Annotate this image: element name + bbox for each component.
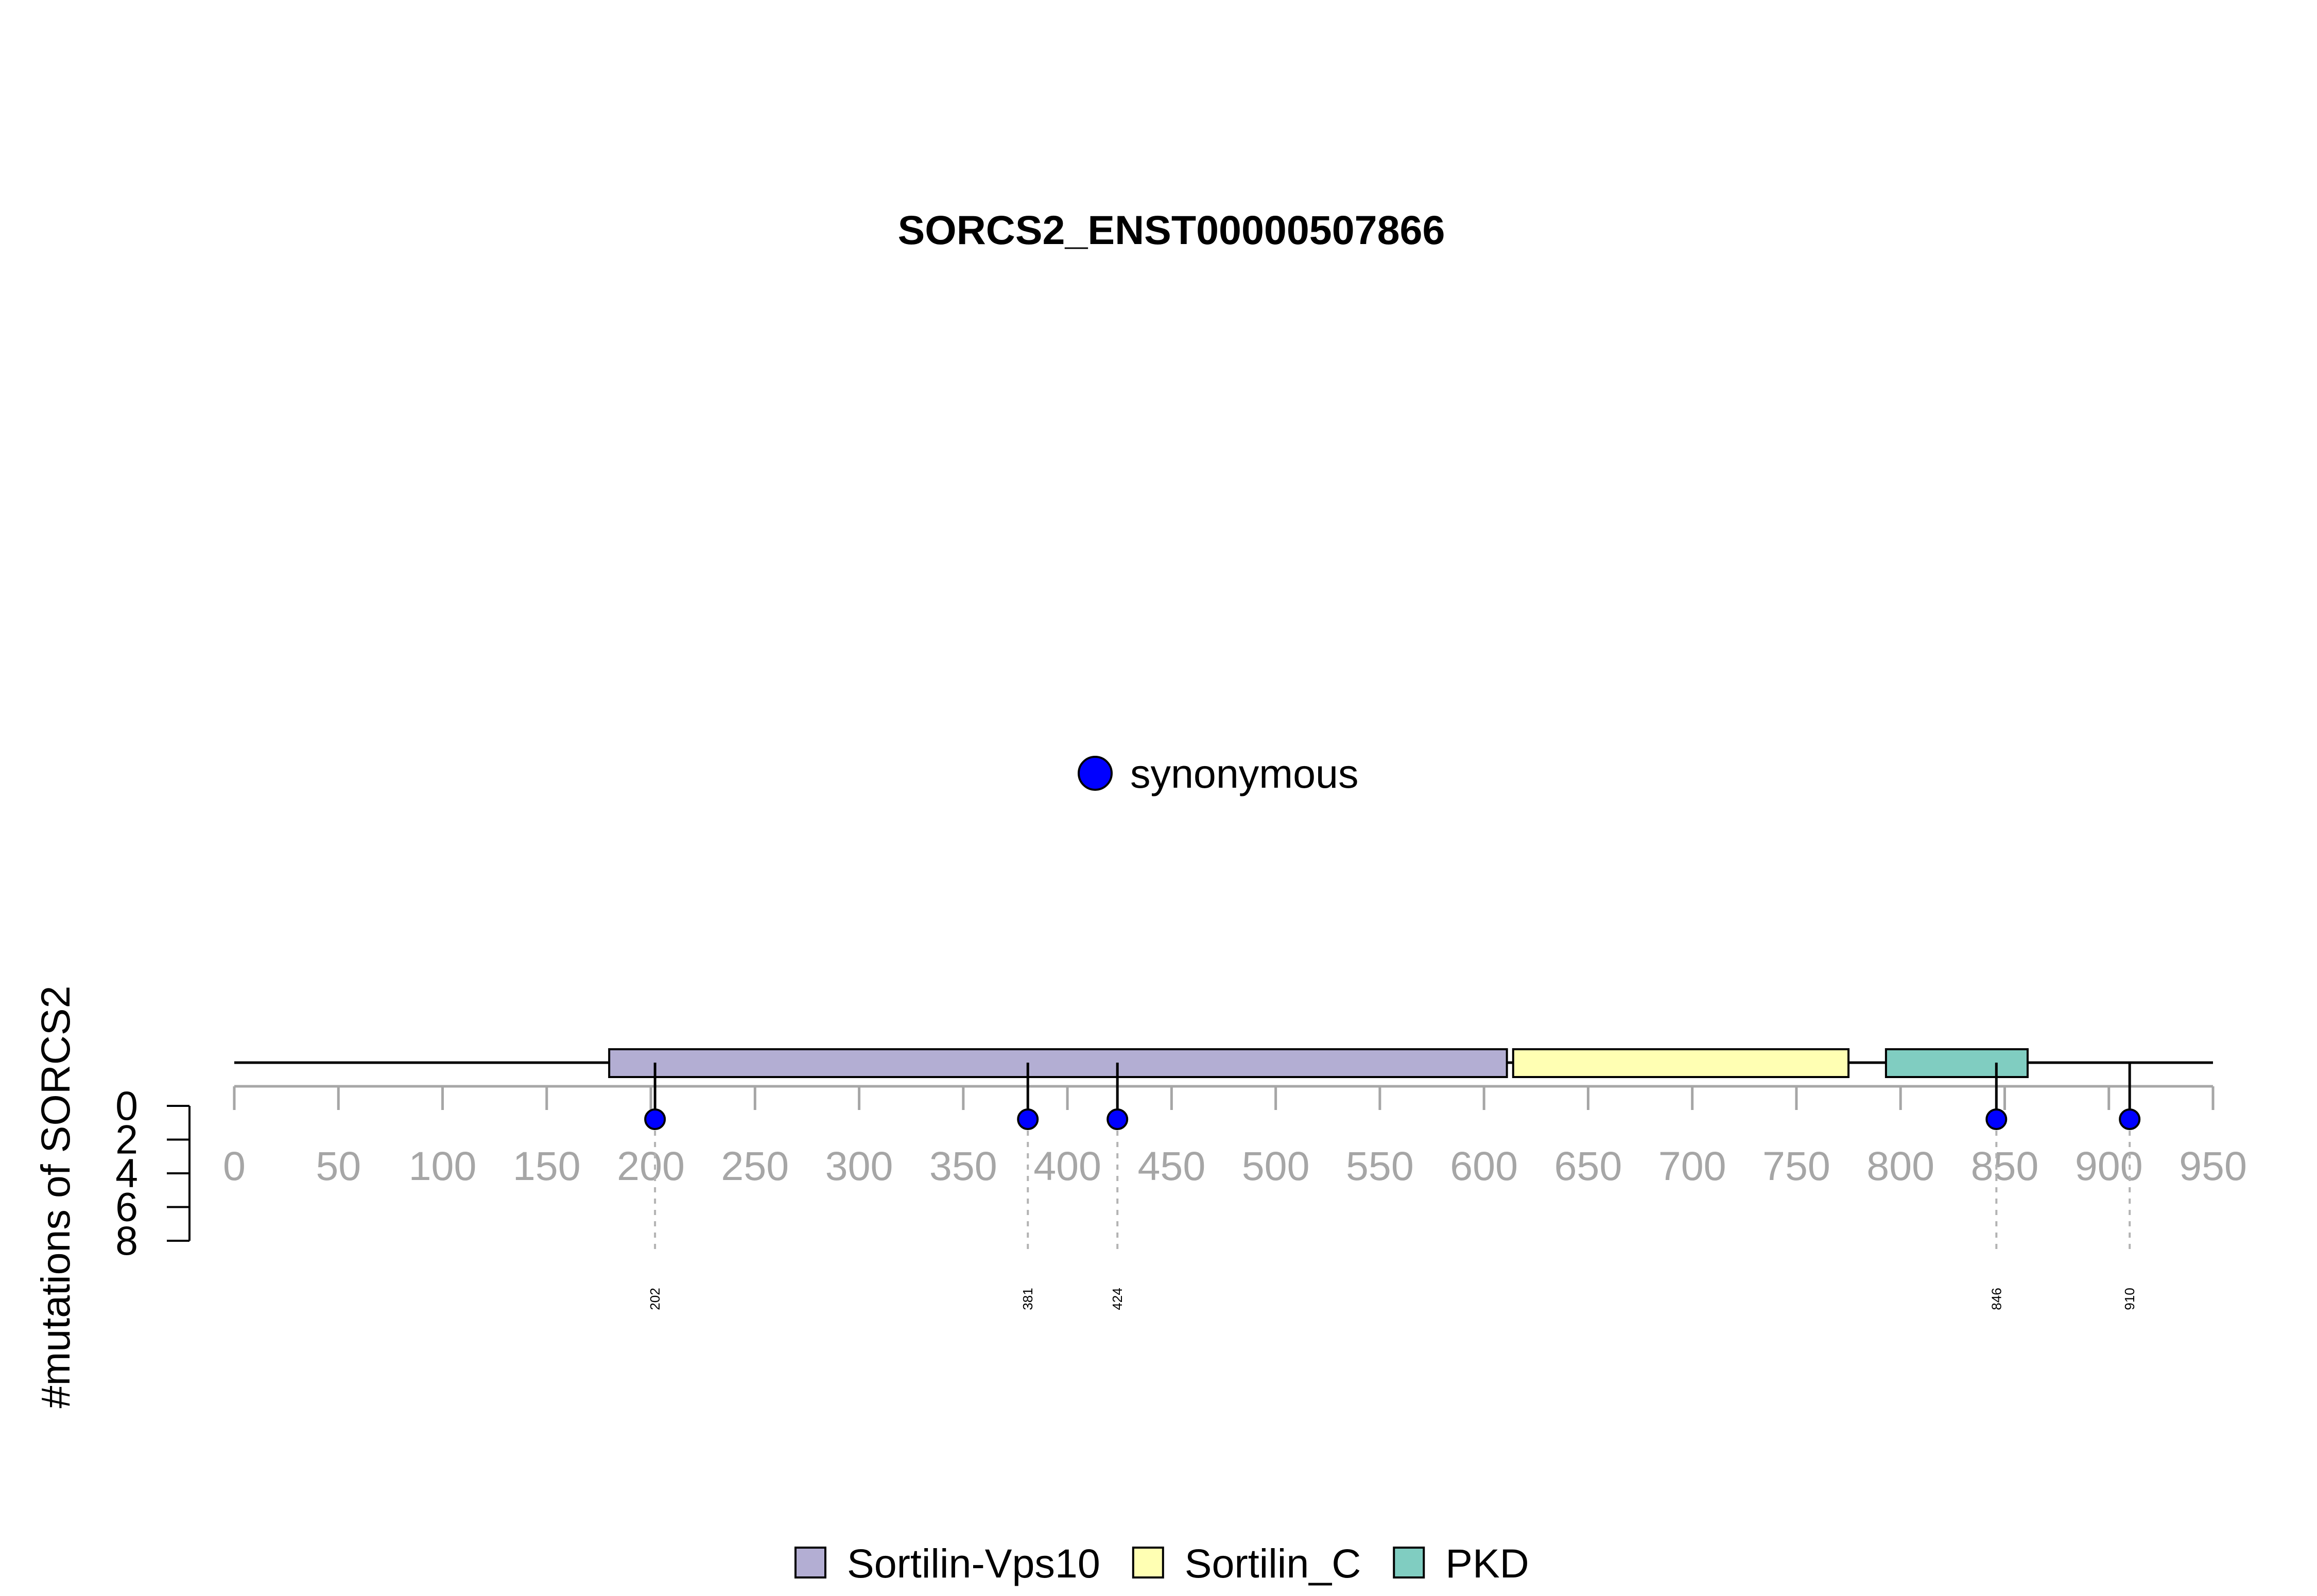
mutation-position-label-910: 910 xyxy=(2122,1288,2137,1310)
mutation-position-label-381: 381 xyxy=(1020,1288,1035,1310)
domain-legend-swatch-Sortilin-Vps10 xyxy=(794,1547,826,1578)
x-tick-label-600: 600 xyxy=(1450,1143,1518,1189)
mutation-position-label-846: 846 xyxy=(1989,1288,2004,1310)
x-tick-label-500: 500 xyxy=(1242,1143,1310,1189)
y-tick-label-2: 2 xyxy=(115,1117,138,1163)
domain-PKD xyxy=(1884,1048,2029,1078)
x-tick-label-950: 950 xyxy=(2179,1143,2247,1189)
x-tick-label-850: 850 xyxy=(1971,1143,2039,1189)
domain-legend: Sortilin-Vps10 Sortilin_C PKD xyxy=(794,1540,1529,1586)
mutation-point-846 xyxy=(1985,1108,2008,1130)
domain-legend-swatch-Sortilin_C xyxy=(1132,1547,1164,1578)
chart-title: SORCS2_ENST00000507866 xyxy=(898,207,1445,253)
mutation-point-910 xyxy=(2119,1108,2141,1130)
domain-layer xyxy=(608,1048,2029,1078)
legend-label-synonymous: synonymous xyxy=(1130,751,1359,796)
legend-marker-synonymous xyxy=(1078,756,1113,791)
mutation-position-label-424: 424 xyxy=(1110,1288,1125,1310)
x-tick-label-400: 400 xyxy=(1033,1143,1101,1189)
mutation-point-424 xyxy=(1106,1108,1129,1130)
domain-legend-swatch-PKD xyxy=(1393,1547,1425,1578)
mutation-position-label-202: 202 xyxy=(647,1288,663,1310)
x-tick-label-100: 100 xyxy=(409,1143,477,1189)
y-tick-label-8: 8 xyxy=(115,1218,138,1263)
domain-legend-label-Sortilin_C: Sortilin_C xyxy=(1185,1540,1361,1586)
domain-Sortilin_C xyxy=(1512,1048,1850,1078)
mutation-point-381 xyxy=(1017,1108,1039,1130)
y-axis-label: #mutations of SORCS2 xyxy=(32,985,78,1408)
mutation-layer: 202 381 424 846 910 xyxy=(644,1063,2141,1310)
x-tick-label-0: 0 xyxy=(223,1143,246,1189)
x-tick-label-450: 450 xyxy=(1137,1143,1205,1189)
domain-legend-label-PKD: PKD xyxy=(1445,1540,1529,1586)
x-tick-label-150: 150 xyxy=(513,1143,581,1189)
x-tick-label-250: 250 xyxy=(721,1143,789,1189)
x-tick-label-700: 700 xyxy=(1658,1143,1726,1189)
x-tick-label-200: 200 xyxy=(617,1143,685,1189)
x-tick-label-550: 550 xyxy=(1346,1143,1414,1189)
x-tick-label-300: 300 xyxy=(825,1143,893,1189)
x-tick-label-350: 350 xyxy=(929,1143,997,1189)
y-tick-label-0: 0 xyxy=(115,1083,138,1129)
mutation-legend: synonymous xyxy=(1078,751,1359,796)
x-axis: 0 50 100 150 200 250 300 350 400 450 500 550 600 650 7… xyxy=(223,1085,2247,1189)
domain-legend-label-Sortilin-Vps10: Sortilin-Vps10 xyxy=(847,1540,1100,1586)
x-tick-label-800: 800 xyxy=(1866,1143,1934,1189)
domain-Sortilin-Vps10 xyxy=(608,1048,1508,1078)
mutation-point-202 xyxy=(644,1108,666,1130)
y-tick-label-4: 4 xyxy=(115,1150,138,1196)
x-tick-label-650: 650 xyxy=(1554,1143,1622,1189)
y-tick-label-6: 6 xyxy=(115,1184,138,1230)
x-tick-label-50: 50 xyxy=(316,1143,361,1189)
x-tick-label-900: 900 xyxy=(2075,1143,2143,1189)
x-tick-label-750: 750 xyxy=(1762,1143,1830,1189)
